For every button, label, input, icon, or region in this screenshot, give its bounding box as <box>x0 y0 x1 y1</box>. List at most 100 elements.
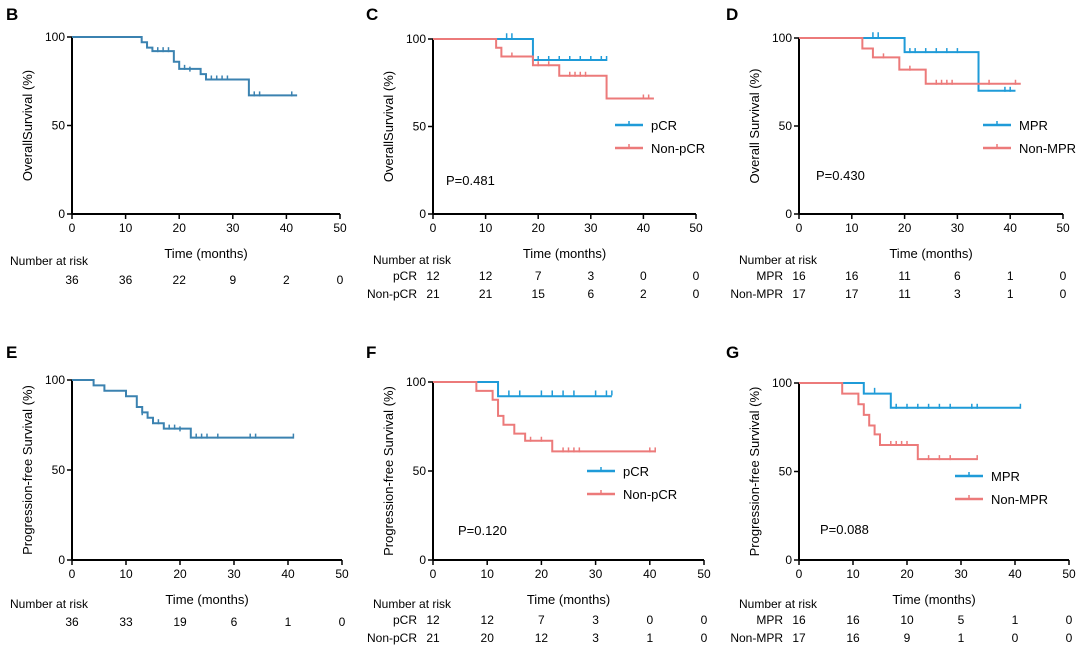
x-tick-label: 30 <box>951 221 965 235</box>
risk-table-title: Number at risk <box>739 253 818 267</box>
risk-count: 21 <box>479 287 493 301</box>
km-curve-non-pcr <box>433 381 656 453</box>
legend-label: MPR <box>991 469 1020 484</box>
x-tick-label: 40 <box>1008 567 1022 581</box>
risk-count: 21 <box>426 287 440 301</box>
legend-label: MPR <box>1019 118 1048 133</box>
legend-label: Non-pCR <box>623 487 677 502</box>
y-tick-label: 0 <box>785 553 792 567</box>
risk-count: 0 <box>701 613 708 627</box>
risk-row-label: Non-MPR <box>730 287 783 301</box>
x-tick-label: 20 <box>532 221 546 235</box>
risk-count: 2 <box>640 287 647 301</box>
x-tick-label: 40 <box>280 221 294 235</box>
risk-count: 12 <box>481 613 495 627</box>
risk-table-title: Number at risk <box>10 254 89 268</box>
panel-letter: E <box>6 343 17 362</box>
risk-count: 3 <box>592 631 599 645</box>
x-tick-label: 50 <box>697 567 711 581</box>
y-axis-title: OverallSurvival (%) <box>381 71 396 182</box>
km-curve-pcr <box>433 381 612 398</box>
risk-count: 17 <box>792 631 806 645</box>
risk-count: 6 <box>231 615 238 629</box>
y-tick-label: 50 <box>52 463 66 477</box>
risk-count: 1 <box>958 631 965 645</box>
x-axis-title: Time (months) <box>889 246 972 261</box>
x-tick-label: 20 <box>898 221 912 235</box>
risk-count: 3 <box>954 287 961 301</box>
risk-count: 3 <box>587 269 594 283</box>
risk-count: 12 <box>426 269 440 283</box>
x-tick-label: 40 <box>1004 221 1018 235</box>
p-value: P=0.088 <box>820 522 869 537</box>
risk-row-label: MPR <box>756 613 783 627</box>
risk-count: 33 <box>119 615 133 629</box>
x-tick-label: 10 <box>119 567 133 581</box>
x-tick-label: 0 <box>69 221 76 235</box>
y-tick-label: 0 <box>785 207 792 221</box>
p-value: P=0.120 <box>458 523 507 538</box>
y-tick-label: 0 <box>58 553 65 567</box>
risk-count: 3 <box>592 613 599 627</box>
x-tick-label: 40 <box>281 567 295 581</box>
risk-count: 36 <box>119 273 133 287</box>
risk-count: 22 <box>173 273 187 287</box>
x-tick-label: 30 <box>954 567 968 581</box>
risk-count: 9 <box>229 273 236 287</box>
x-tick-label: 50 <box>333 221 347 235</box>
risk-count: 1 <box>1012 613 1019 627</box>
risk-row-label: Non-pCR <box>367 631 417 645</box>
y-tick-label: 50 <box>779 465 793 479</box>
risk-table-title: Number at risk <box>10 597 89 611</box>
risk-count: 0 <box>1060 269 1067 283</box>
km-curve-non-mpr <box>799 382 978 461</box>
y-tick-label: 100 <box>406 32 426 46</box>
panel-letter: C <box>366 5 378 24</box>
y-tick-label: 100 <box>772 376 792 390</box>
risk-count: 9 <box>904 631 911 645</box>
risk-count: 12 <box>479 269 493 283</box>
risk-count: 0 <box>1066 631 1073 645</box>
risk-count: 36 <box>65 273 79 287</box>
x-tick-label: 10 <box>845 221 859 235</box>
x-axis-title: Time (months) <box>523 246 606 261</box>
risk-count: 17 <box>845 287 859 301</box>
x-tick-label: 10 <box>479 221 493 235</box>
x-tick-label: 10 <box>481 567 495 581</box>
risk-count: 0 <box>693 287 700 301</box>
y-axis-title: OverallSurvival (%) <box>20 70 35 181</box>
km-curve-non-mpr <box>799 37 1021 85</box>
y-tick-label: 50 <box>413 120 427 134</box>
risk-count: 11 <box>898 287 911 301</box>
x-tick-label: 10 <box>846 567 860 581</box>
y-tick-label: 50 <box>52 119 66 133</box>
risk-row-label: Non-MPR <box>730 631 783 645</box>
risk-count: 16 <box>846 613 860 627</box>
y-tick-label: 50 <box>779 119 793 133</box>
risk-count: 1 <box>1007 269 1014 283</box>
x-tick-label: 50 <box>335 567 349 581</box>
risk-table-title: Number at risk <box>739 597 818 611</box>
legend-label: pCR <box>651 118 677 133</box>
legend-label: Non-MPR <box>991 492 1048 507</box>
x-tick-label: 0 <box>430 567 437 581</box>
x-tick-label: 30 <box>584 221 598 235</box>
risk-count: 10 <box>900 613 914 627</box>
risk-count: 16 <box>846 631 860 645</box>
km-curve-all <box>72 379 294 439</box>
risk-row-label: pCR <box>393 269 417 283</box>
risk-count: 0 <box>693 269 700 283</box>
km-curve-non-pcr <box>433 38 654 100</box>
risk-row-label: Non-pCR <box>367 287 417 301</box>
y-tick-label: 0 <box>419 553 426 567</box>
risk-count: 19 <box>173 615 187 629</box>
risk-count: 6 <box>587 287 594 301</box>
risk-count: 21 <box>426 631 440 645</box>
p-value: P=0.481 <box>446 173 495 188</box>
x-tick-label: 20 <box>173 567 187 581</box>
risk-count: 0 <box>1066 613 1073 627</box>
